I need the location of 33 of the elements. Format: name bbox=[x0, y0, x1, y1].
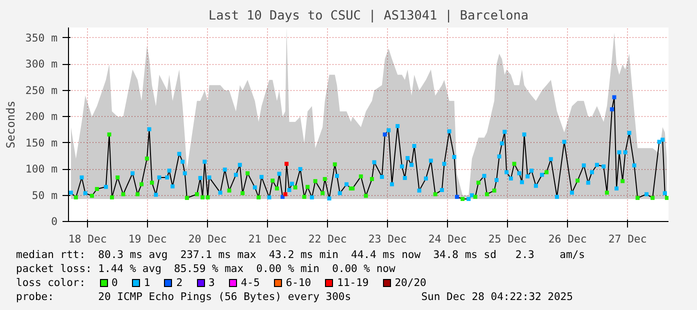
x-tick-label: 20 Dec bbox=[188, 232, 227, 246]
text: Sun Dec 28 04:22:32 2025 bbox=[421, 290, 573, 304]
x-tick-label: 25 Dec bbox=[488, 232, 527, 246]
legend-label: 1 bbox=[144, 277, 150, 289]
x-tick-label: 23 Dec bbox=[368, 232, 407, 246]
y-tick-label: 250 m bbox=[25, 84, 58, 97]
legend-label: 2 bbox=[176, 277, 183, 289]
legend-label: 20/20 bbox=[394, 277, 426, 289]
text: probe: 20 ICMP Echo Pings (56 Bytes) every 300s bbox=[16, 290, 352, 304]
legend-label: 11-19 bbox=[337, 277, 369, 289]
y-tick-label: 50 m bbox=[32, 188, 58, 202]
y-tick-label: 300 m bbox=[25, 58, 58, 71]
x-tick-label: 27 Dec bbox=[608, 232, 647, 246]
legend-label: 4-5 bbox=[240, 277, 260, 289]
legend-title: loss color: bbox=[16, 277, 86, 289]
text: median rtt: 80.3 ms avg 237.1 ms max 43.2 ms min 44.4 ms now 34.8 ms sd 2.3 am/s bbox=[16, 248, 585, 262]
y-tick-label: 150 m bbox=[25, 136, 58, 150]
y-tick-label: 0 bbox=[51, 215, 58, 228]
y-tick-label: 200 m bbox=[25, 110, 58, 124]
text: packet loss: 1.44 % avg 85.59 % max 0.00 % min 0.00 % now bbox=[16, 262, 396, 276]
x-tick-label: 26 Dec bbox=[548, 232, 587, 246]
x-tick-label: 19 Dec bbox=[128, 232, 167, 246]
y-tick-label: 350 m bbox=[25, 31, 58, 44]
y-tick-label: 100 m bbox=[25, 162, 58, 176]
y-axis-title: Seconds bbox=[3, 100, 18, 148]
legend-label: 6-10 bbox=[286, 277, 312, 289]
legend-label: 3 bbox=[208, 277, 215, 289]
chart-title: Last 10 Days to CSUC | AS13041 | Barcelona bbox=[208, 8, 529, 22]
x-tick-label: 18 Dec bbox=[68, 232, 107, 246]
legend-label: 0 bbox=[112, 277, 118, 289]
x-tick-label: 22 Dec bbox=[308, 232, 347, 246]
x-tick-label: 21 Dec bbox=[248, 232, 287, 246]
x-tick-label: 24 Dec bbox=[428, 232, 467, 246]
